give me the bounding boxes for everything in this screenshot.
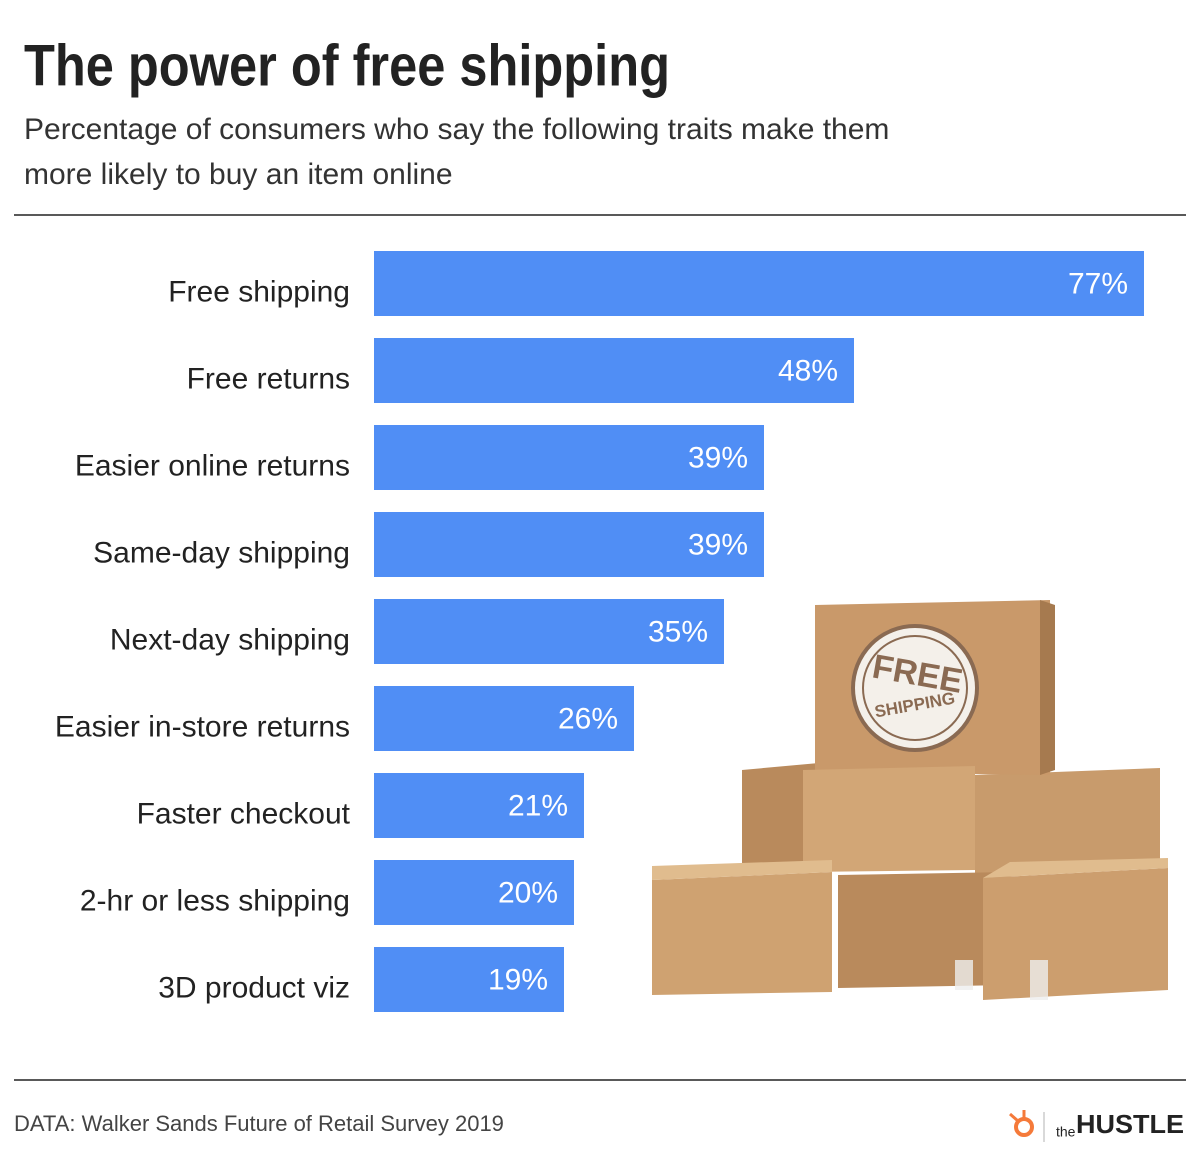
logo: the HUSTLE [1009, 1109, 1184, 1142]
value-label: 77% [1068, 267, 1128, 300]
value-label: 48% [778, 354, 838, 387]
source: DATA: Walker Sands Future of Retail Surv… [14, 1111, 504, 1136]
bar [374, 512, 764, 577]
category-label: 3D product viz [158, 971, 350, 1004]
category-label: Same-day shipping [93, 536, 350, 569]
value-label: 35% [648, 615, 708, 648]
bar [374, 686, 634, 751]
value-label: 20% [498, 876, 558, 909]
value-label: 19% [488, 963, 548, 996]
bar [374, 860, 574, 925]
bar [374, 338, 854, 403]
brand-text: the [1056, 1124, 1076, 1140]
bar [374, 251, 1144, 316]
value-label: 21% [508, 789, 568, 822]
bar [374, 425, 764, 490]
bar [374, 599, 724, 664]
bar [374, 947, 564, 1012]
category-label: 2-hr or less shipping [80, 884, 350, 917]
category-label: Next-day shipping [110, 623, 350, 656]
brand-text: HUSTLE [1076, 1109, 1184, 1139]
bar [374, 773, 584, 838]
value-label: 39% [688, 441, 748, 474]
value-label: 26% [558, 702, 618, 735]
chart-title: The power of free shipping [24, 33, 670, 98]
category-label: Easier in-store returns [55, 710, 350, 743]
value-label: 39% [688, 528, 748, 561]
category-label: Free shipping [168, 275, 350, 308]
boxes-illustration: FREE SHIPPING [652, 600, 1168, 1000]
category-label: Easier online returns [75, 449, 350, 482]
category-label: Faster checkout [137, 797, 351, 830]
subtitle: more likely to buy an item online [24, 158, 453, 191]
category-label: Free returns [187, 362, 350, 395]
subtitle: Percentage of consumers who say the foll… [24, 113, 889, 146]
